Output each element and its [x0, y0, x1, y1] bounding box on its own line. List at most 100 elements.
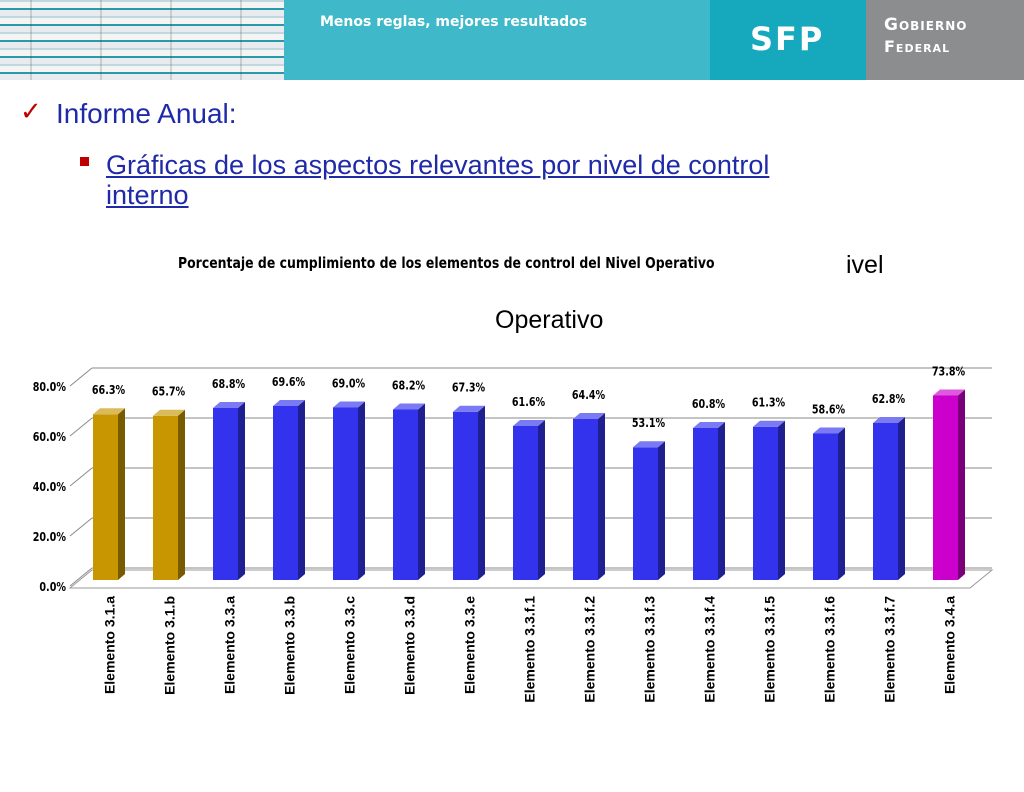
bar-top [633, 441, 665, 448]
bar-side [118, 408, 125, 580]
bar [513, 420, 545, 580]
bar-side [838, 427, 845, 580]
bar-top [513, 420, 545, 426]
bar [273, 400, 305, 580]
chart-title: Porcentaje de cumplimiento de los elemen… [178, 254, 715, 272]
data-label: 68.8% [212, 377, 245, 391]
x-tick-label: Elemento 3.3.d [402, 596, 418, 695]
bar [873, 417, 905, 580]
x-tick-label: Elemento 3.3.a [222, 596, 238, 694]
data-label: 67.3% [452, 381, 485, 395]
x-tick-label: Elemento 3.3.e [462, 596, 478, 694]
gridline-depth [69, 367, 93, 387]
y-tick-label: 0.0% [39, 580, 66, 594]
page-heading: Informe Anual: [56, 98, 237, 129]
bar-top [693, 422, 725, 428]
bar-top [753, 420, 785, 427]
gridline-depth [69, 517, 93, 537]
data-label: 58.6% [812, 402, 845, 416]
bar [213, 402, 245, 580]
bar-top [573, 413, 605, 419]
bar [693, 422, 725, 580]
bar-side [598, 413, 605, 580]
data-label: 61.3% [752, 396, 785, 410]
x-tick-label: Elemento 3.3.f.7 [882, 596, 898, 703]
bar [153, 409, 185, 580]
bar-front [93, 414, 118, 580]
gov-logo-line1: Gobierno [884, 15, 968, 35]
bar-front [333, 407, 358, 580]
bar-front [213, 408, 238, 580]
bar-chart: 0.0% 20.0% 40.0% 60.0% 80.0% 66.3% Elemento 3… [33, 354, 994, 703]
bar-side [418, 403, 425, 580]
bar-top [93, 408, 125, 415]
bar-top [933, 389, 965, 396]
data-label: 66.3% [92, 383, 125, 397]
x-tick-label: Elemento 3.4.a [942, 596, 958, 694]
bar-front [453, 411, 478, 580]
bar-top [273, 400, 305, 406]
bar-front [753, 426, 778, 580]
bar-front [813, 433, 838, 580]
bar [633, 441, 665, 580]
y-tick-label: 80.0% [33, 380, 66, 394]
data-label: 53.1% [632, 416, 665, 430]
bar [453, 405, 485, 580]
bar-side [538, 420, 545, 580]
x-tick-label: Elemento 3.3.b [282, 596, 298, 695]
bar [813, 427, 845, 580]
bar-top [813, 427, 845, 434]
x-tick-label: Elemento 3.3.f.1 [522, 596, 538, 703]
data-label: 64.4% [572, 388, 605, 402]
x-tick-label: Elemento 3.3.f.4 [702, 596, 718, 703]
data-label: 62.8% [872, 392, 905, 406]
sfp-logo: SFP [710, 0, 866, 80]
gridline-depth [69, 467, 93, 487]
bar-front [873, 423, 898, 580]
x-tick-label: Elemento 3.3.c [342, 596, 358, 694]
bar-top [453, 405, 485, 412]
data-label: 73.8% [932, 364, 965, 378]
bar-front [393, 409, 418, 580]
header-photo [0, 0, 284, 80]
bar-top [333, 401, 365, 408]
bar [333, 401, 365, 580]
data-label: 61.6% [512, 395, 545, 409]
gridline-depth [69, 567, 93, 587]
subheading-link[interactable]: Gráficas de los aspectos relevantes por … [106, 150, 770, 210]
gridline-depth [69, 417, 93, 437]
bar-top [213, 402, 245, 408]
bar-top [873, 417, 905, 423]
bar-side [478, 405, 485, 580]
x-tick-label: Elemento 3.3.f.6 [822, 596, 838, 703]
x-tick-label: Elemento 3.3.f.5 [762, 596, 778, 703]
bar-side [778, 420, 785, 580]
y-tick-label: 20.0% [33, 530, 66, 544]
bar-side [898, 417, 905, 580]
data-label: 68.2% [392, 378, 425, 392]
gobierno-federal-logo: Gobierno Federal [866, 0, 1024, 80]
header-banner: Menos reglas, mejores resultados SFP Gob… [0, 0, 1024, 80]
sfp-logo-text: SFP [750, 20, 825, 58]
bar-side [718, 422, 725, 580]
bar-top [393, 403, 425, 410]
bar-front [933, 395, 958, 580]
header-slogan-area: Menos reglas, mejores resultados [284, 0, 710, 80]
title-fragment-center: Operativo [495, 306, 604, 334]
bar-side [298, 400, 305, 580]
title-fragment-right: ivel [846, 251, 884, 279]
bar-front [153, 415, 178, 580]
bar [753, 420, 785, 580]
y-tick-label: 40.0% [33, 480, 66, 494]
data-label: 69.6% [272, 375, 305, 389]
bar [393, 403, 425, 580]
bar [933, 389, 965, 580]
x-tick-label: Elemento 3.1.a [102, 596, 118, 694]
x-tick-label: Elemento 3.3.f.2 [582, 596, 598, 703]
bar [573, 413, 605, 580]
bullet-icon [80, 157, 89, 166]
check-icon: ✓ [20, 96, 42, 126]
bar-front [633, 447, 658, 580]
bar-front [573, 419, 598, 580]
data-label: 69.0% [332, 376, 365, 390]
